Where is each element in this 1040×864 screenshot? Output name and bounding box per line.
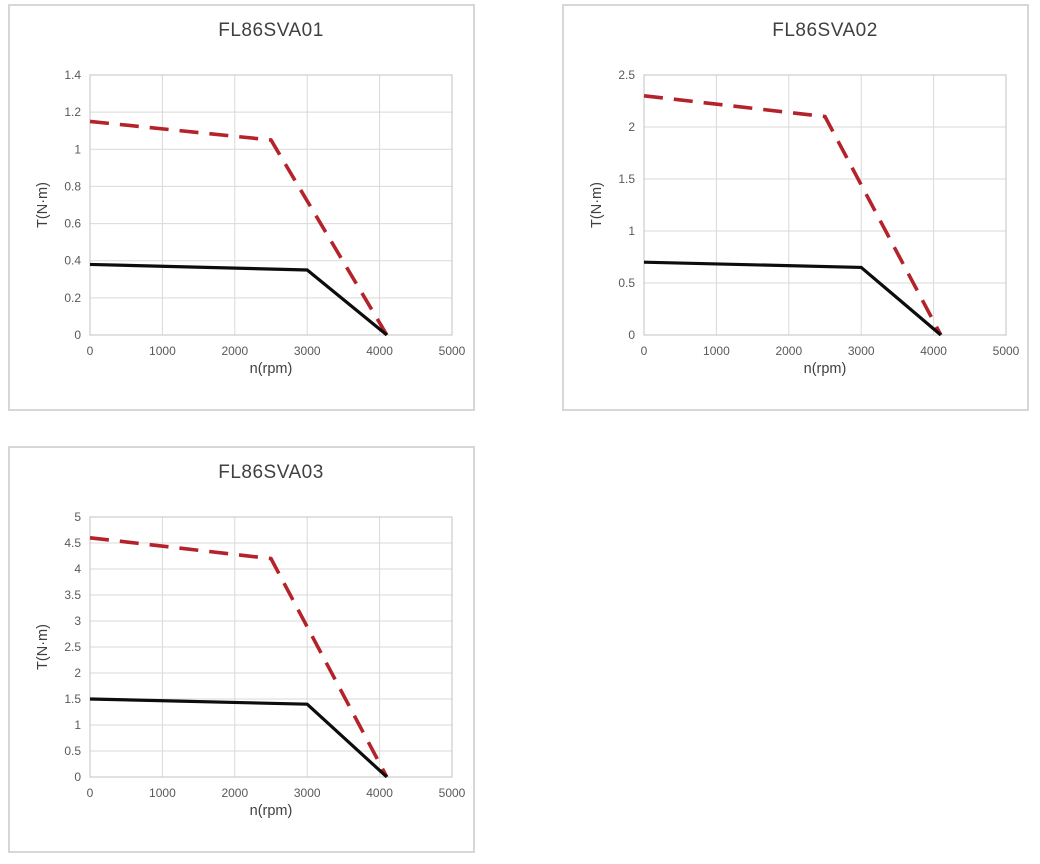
y-tick-label: 1 xyxy=(74,142,81,156)
y-tick-label: 2.5 xyxy=(64,640,81,654)
torque-speed-plot: 0 1000 2000 3000 4000 5000 0 0.5 1 1.5 2 2.5 3 3.5 4 4.… xyxy=(64,510,466,800)
x-tick-label: 4000 xyxy=(366,786,393,800)
x-axis-title: n(rpm) xyxy=(803,361,847,377)
rated-torque-line xyxy=(89,697,388,779)
peak-torque-line xyxy=(89,119,389,336)
x-tick-label: 1000 xyxy=(149,344,176,358)
y-tick-label: 0.5 xyxy=(64,744,81,758)
x-tick-label: 1000 xyxy=(149,786,176,800)
y-tick-label: 3.5 xyxy=(64,588,81,602)
y-tick-label: 5 xyxy=(74,510,81,524)
torque-speed-plot: 0 1000 2000 3000 4000 5000 0 0.2 0.4 0.6 0.8 1 1.2 1.… xyxy=(64,68,466,358)
y-tick-label: 1.4 xyxy=(64,68,81,82)
y-tick-label: 1 xyxy=(628,224,635,238)
x-tick-label: 5000 xyxy=(439,786,466,800)
peak-torque-line xyxy=(89,536,389,778)
y-tick-label: 3 xyxy=(74,614,81,628)
y-tick-label: 4 xyxy=(74,562,81,576)
rated-torque-line xyxy=(89,262,388,337)
y-tick-label: 1.5 xyxy=(64,692,81,706)
y-axis-title: T(N·m) xyxy=(35,182,51,228)
x-tick-label: 4000 xyxy=(366,344,393,358)
x-tick-label: 2000 xyxy=(775,344,802,358)
y-tick-label: 2.5 xyxy=(618,68,635,82)
y-tick-label: 0.5 xyxy=(618,276,635,290)
y-tick-label: 1 xyxy=(74,718,81,732)
plot-border xyxy=(643,74,1007,336)
x-tick-label: 2000 xyxy=(221,344,248,358)
plot-border xyxy=(89,74,453,336)
x-axis-title: n(rpm) xyxy=(249,361,293,377)
x-tick-label: 4000 xyxy=(920,344,947,358)
y-tick-label: 0.8 xyxy=(64,179,81,193)
peak-torque-line xyxy=(643,94,943,336)
plot-border xyxy=(89,516,453,778)
y-tick-label: 4.5 xyxy=(64,536,81,550)
x-tick-label: 3000 xyxy=(294,786,321,800)
chart-card-fl86sva03: 0 1000 2000 3000 4000 5000 0 0.5 1 1.5 2 2.5 3 3.5 4 4.… xyxy=(8,446,475,853)
y-tick-label: 1.5 xyxy=(618,172,635,186)
chart-card-fl86sva02: 0 1000 2000 3000 4000 5000 0 0.5 1 1.5 2 2.5 FL86SV… xyxy=(562,4,1029,411)
y-tick-label: 2 xyxy=(628,120,635,134)
chart-title: FL86SVA02 xyxy=(772,20,878,41)
chart-title: FL86SVA03 xyxy=(218,462,324,483)
torque-speed-plot: 0 1000 2000 3000 4000 5000 0 0.5 1 1.5 2 2.5 xyxy=(618,68,1020,358)
x-tick-label: 2000 xyxy=(221,786,248,800)
y-tick-label: 0.4 xyxy=(64,254,81,268)
y-tick-label: 0 xyxy=(74,328,81,342)
x-tick-label: 3000 xyxy=(848,344,875,358)
rated-torque-line xyxy=(643,260,942,337)
y-tick-label: 1.2 xyxy=(64,105,81,119)
y-axis-title: T(N·m) xyxy=(589,182,605,228)
chart-card-fl86sva01: 0 1000 2000 3000 4000 5000 0 0.2 0.4 0.6 0.8 1 1.2 1.… xyxy=(8,4,475,411)
y-tick-label: 0 xyxy=(628,328,635,342)
chart-title: FL86SVA01 xyxy=(218,20,324,41)
x-tick-label: 3000 xyxy=(294,344,321,358)
y-tick-label: 0.6 xyxy=(64,217,81,231)
y-tick-label: 0.2 xyxy=(64,291,81,305)
x-axis-title: n(rpm) xyxy=(249,803,293,819)
x-tick-label: 5000 xyxy=(993,344,1020,358)
x-tick-label: 0 xyxy=(87,786,94,800)
x-tick-label: 0 xyxy=(87,344,94,358)
y-tick-label: 0 xyxy=(74,770,81,784)
x-tick-label: 1000 xyxy=(703,344,730,358)
y-axis-title: T(N·m) xyxy=(35,624,51,670)
y-tick-label: 2 xyxy=(74,666,81,680)
x-tick-label: 5000 xyxy=(439,344,466,358)
x-tick-label: 0 xyxy=(641,344,648,358)
